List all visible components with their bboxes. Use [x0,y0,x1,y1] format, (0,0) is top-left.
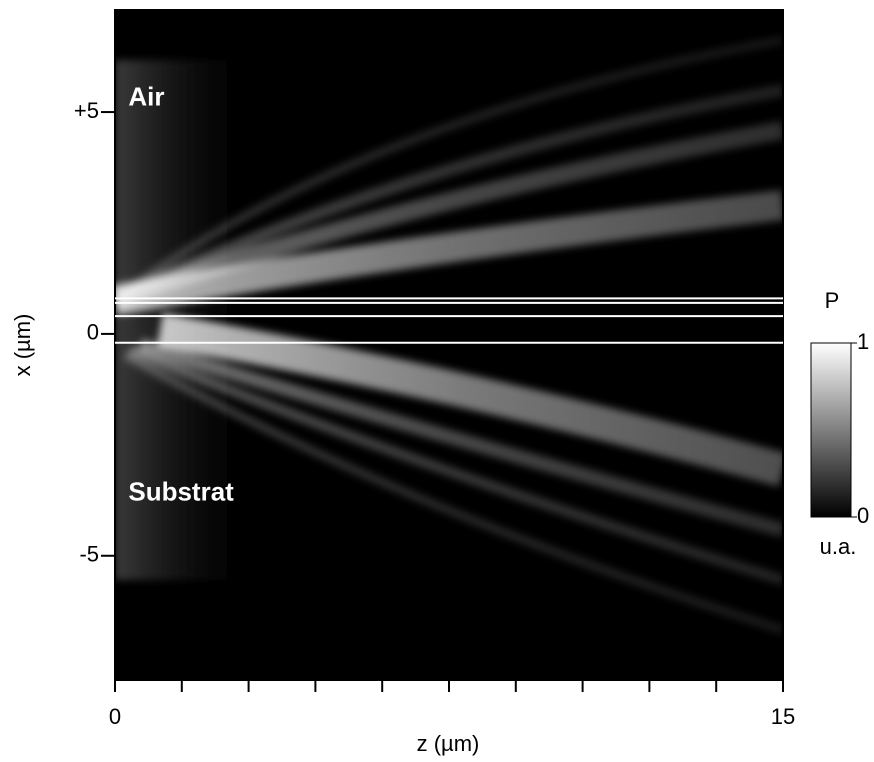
y-tick-label: +5 [74,98,99,123]
y-tick-label: 0 [87,320,99,345]
x-axis-label: z (µm) [417,731,480,756]
colorbar [810,342,852,518]
y-tick-label: -5 [79,542,99,567]
field-map [115,10,783,680]
x-tick-label: 0 [109,704,121,729]
colorbar-unit: u.a. [820,534,857,559]
annotation: Air [128,82,164,112]
colorbar-tick-label: 0 [857,503,869,528]
annotation: Substrat [128,477,234,507]
y-axis-label: x (µm) [10,314,35,377]
colorbar-label: P [825,288,840,313]
colorbar-tick-label: 1 [857,329,869,354]
x-tick-label: 15 [771,704,795,729]
